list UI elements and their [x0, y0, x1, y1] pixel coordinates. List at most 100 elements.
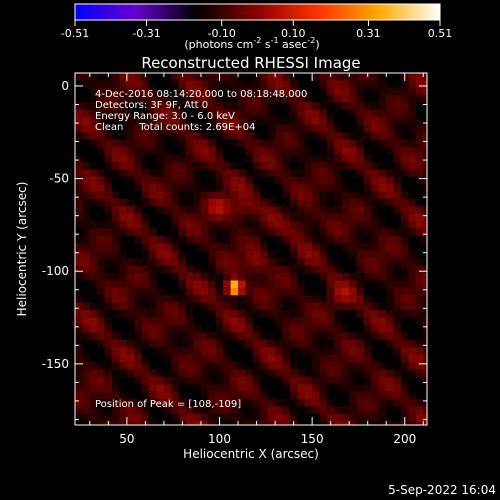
image-pixel: [356, 117, 365, 126]
image-pixel: [238, 169, 246, 178]
image-pixel: [230, 132, 239, 141]
image-pixel: [282, 80, 291, 89]
image-pixel: [289, 110, 298, 118]
image-pixel: [341, 265, 350, 274]
image-pixel: [215, 310, 224, 318]
image-pixel: [297, 191, 306, 200]
image-pixel: [149, 310, 157, 318]
image-pixel: [178, 324, 187, 333]
image-pixel: [349, 280, 357, 289]
image-pixel: [408, 250, 417, 259]
image-pixel: [408, 139, 417, 148]
image-pixel: [319, 265, 328, 274]
image-pixel: [304, 258, 313, 267]
image-pixel: [230, 310, 239, 318]
image-pixel: [97, 376, 106, 385]
image-pixel: [193, 421, 202, 425]
image-pixel: [252, 110, 261, 118]
image-pixel: [149, 258, 157, 267]
image-pixel: [260, 228, 269, 237]
image-pixel: [186, 161, 194, 170]
image-pixel: [275, 73, 283, 81]
image-pixel: [112, 339, 120, 348]
image-pixel: [163, 310, 172, 318]
image-pixel: [171, 406, 180, 415]
image-pixel: [401, 132, 409, 141]
image-pixel: [141, 347, 150, 355]
image-pixel: [275, 117, 283, 126]
image-pixel: [104, 95, 113, 104]
image-pixel: [171, 399, 180, 407]
image-pixel: [267, 258, 276, 267]
image-pixel: [230, 413, 239, 422]
image-pixel: [156, 80, 165, 89]
image-pixel: [126, 339, 135, 348]
image-pixel: [297, 228, 306, 237]
image-pixel: [312, 213, 320, 222]
image-pixel: [163, 324, 172, 333]
image-pixel: [119, 139, 128, 148]
image-pixel: [297, 184, 306, 192]
image-pixel: [186, 221, 194, 230]
image-pixel: [230, 102, 239, 111]
image-pixel: [334, 362, 343, 370]
image-pixel: [75, 273, 83, 281]
image-pixel: [141, 87, 150, 96]
image-pixel: [304, 206, 313, 215]
image-pixel: [275, 347, 283, 355]
image-pixel: [326, 139, 335, 148]
image-pixel: [319, 317, 328, 326]
image-pixel: [341, 295, 350, 304]
image-pixel: [378, 161, 387, 170]
image-pixel: [208, 258, 217, 267]
image-pixel: [104, 213, 113, 222]
image-pixel: [112, 80, 120, 89]
image-pixel: [75, 154, 83, 163]
image-pixel: [178, 221, 187, 230]
image-pixel: [156, 213, 165, 222]
image-pixel: [282, 310, 291, 318]
image-pixel: [341, 399, 350, 407]
image-pixel: [364, 132, 372, 141]
image-pixel: [267, 317, 276, 326]
image-pixel: [149, 221, 157, 230]
image-pixel: [119, 124, 128, 133]
image-pixel: [104, 102, 113, 111]
y-tick-label: -150: [42, 357, 69, 371]
image-pixel: [171, 273, 180, 281]
image-pixel: [193, 95, 202, 104]
image-pixel: [386, 384, 395, 393]
image-pixel: [134, 236, 143, 244]
image-pixel: [112, 376, 120, 385]
image-pixel: [156, 324, 165, 333]
image-pixel: [75, 206, 83, 215]
image-pixel: [393, 176, 402, 185]
image-pixel: [156, 250, 165, 259]
image-pixel: [200, 399, 209, 407]
image-pixel: [238, 317, 246, 326]
image-pixel: [423, 117, 427, 126]
image-pixel: [178, 273, 187, 281]
image-pixel: [334, 391, 343, 400]
image-pixel: [319, 339, 328, 348]
image-pixel: [364, 280, 372, 289]
image-pixel: [178, 302, 187, 311]
image-pixel: [163, 369, 172, 378]
image-pixel: [230, 406, 239, 415]
image-pixel: [393, 228, 402, 237]
image-pixel: [378, 154, 387, 163]
image-pixel: [275, 391, 283, 400]
image-pixel: [371, 184, 380, 192]
image-pixel: [356, 339, 365, 348]
image-pixel: [415, 110, 424, 118]
image-pixel: [252, 391, 261, 400]
image-pixel: [149, 147, 157, 155]
image-pixel: [208, 154, 217, 163]
image-pixel: [200, 354, 209, 363]
image-pixel: [119, 317, 128, 326]
image-pixel: [356, 110, 365, 118]
image-pixel: [364, 265, 372, 274]
image-pixel: [156, 302, 165, 311]
image-pixel: [238, 273, 246, 281]
image-pixel: [252, 169, 261, 178]
